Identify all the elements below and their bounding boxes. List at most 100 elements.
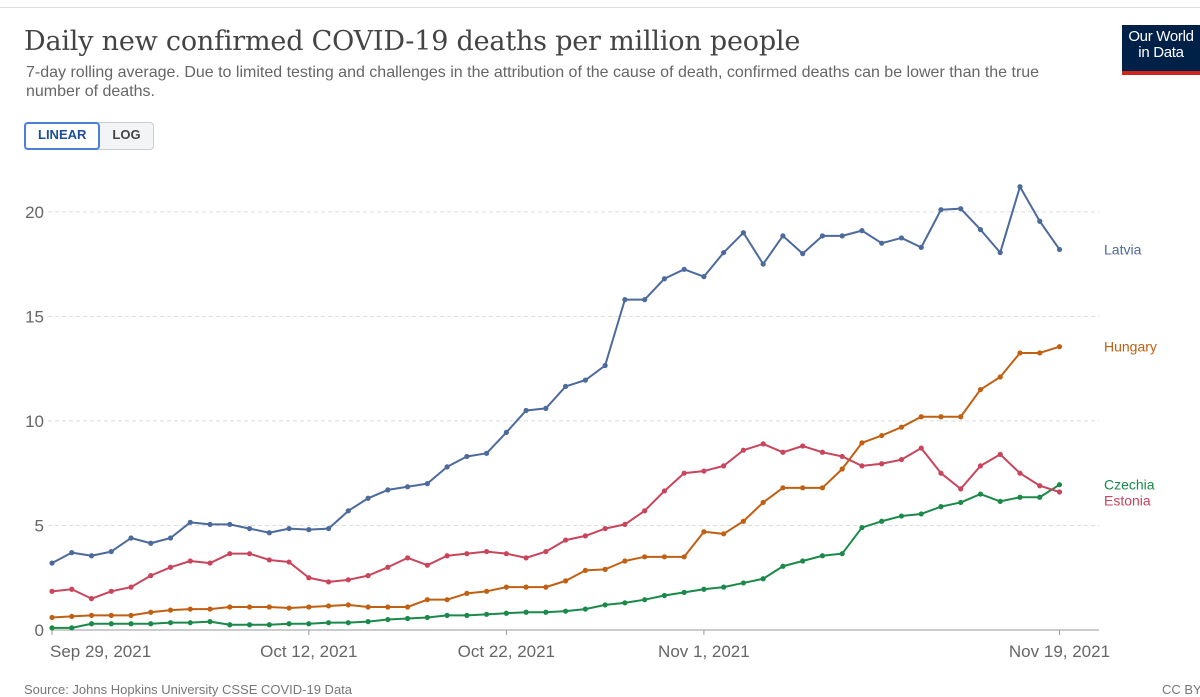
data-point-czechia-31 (661, 592, 668, 599)
logo-line-2: in Data (1138, 44, 1184, 61)
data-point-hungary-7 (187, 606, 193, 612)
data-point-czechia-44 (918, 511, 924, 517)
source-note: Source: Johns Hopkins University CSSE CO… (24, 682, 353, 697)
data-point-czechia-43 (898, 513, 905, 519)
data-point-hungary-19 (424, 597, 430, 603)
data-point-latvia-16 (365, 495, 371, 501)
data-point-hungary-41 (859, 440, 865, 446)
data-point-czechia-23 (503, 610, 509, 616)
series-line-hungary (51, 345, 1060, 619)
data-point-hungary-12 (286, 605, 292, 611)
data-point-latvia-38 (800, 251, 806, 257)
data-point-latvia-18 (404, 484, 411, 490)
series-label-latvia: Latvia (1104, 241, 1142, 257)
data-point-czechia-8 (207, 619, 213, 625)
data-point-estonia-8 (207, 560, 213, 566)
data-point-latvia-14 (325, 525, 332, 532)
data-point-czechia-38 (800, 558, 806, 564)
data-point-latvia-7 (187, 519, 193, 525)
data-point-hungary-43 (898, 424, 905, 430)
data-point-estonia-14 (325, 579, 332, 585)
data-point-czechia-47 (977, 491, 984, 497)
data-point-czechia-37 (780, 563, 786, 569)
data-point-hungary-15 (345, 602, 351, 608)
data-point-estonia-19 (424, 562, 430, 568)
data-point-latvia-28 (602, 362, 608, 369)
data-point-estonia-3 (108, 588, 114, 594)
data-point-hungary-48 (997, 374, 1003, 380)
data-point-estonia-22 (484, 548, 490, 555)
data-point-latvia-39 (819, 233, 826, 239)
y-tick-label-10: 10 (25, 412, 44, 431)
owid-logo[interactable]: Our World in Data (1122, 25, 1200, 75)
log-scale-button[interactable]: LOG (112, 127, 141, 142)
data-point-czechia-1 (69, 625, 75, 631)
data-point-estonia-25 (543, 548, 549, 555)
data-point-estonia-51 (1056, 489, 1063, 495)
data-point-latvia-13 (306, 527, 312, 533)
data-point-hungary-45 (938, 414, 944, 420)
data-point-czechia-28 (602, 602, 608, 608)
data-point-latvia-33 (701, 274, 707, 280)
data-point-estonia-46 (958, 486, 964, 492)
data-point-estonia-20 (444, 553, 450, 559)
data-point-latvia-4 (128, 535, 134, 541)
data-point-czechia-15 (345, 620, 351, 626)
x-tick-label-2: Oct 22, 2021 (458, 642, 555, 661)
data-point-estonia-37 (780, 449, 786, 455)
data-point-czechia-41 (859, 524, 865, 531)
data-point-latvia-40 (839, 233, 845, 239)
data-point-hungary-30 (642, 554, 648, 560)
data-point-hungary-14 (325, 603, 332, 609)
data-point-czechia-29 (622, 600, 628, 606)
data-point-estonia-50 (1037, 483, 1043, 489)
data-point-latvia-30 (642, 297, 648, 303)
data-point-latvia-26 (563, 383, 569, 390)
data-point-estonia-6 (167, 564, 174, 570)
data-point-hungary-10 (246, 604, 253, 610)
data-point-estonia-34 (721, 463, 727, 469)
data-point-hungary-6 (167, 607, 174, 613)
data-point-czechia-6 (167, 620, 174, 626)
data-point-estonia-23 (503, 551, 509, 557)
data-point-estonia-17 (385, 564, 391, 570)
series-line-latvia (51, 185, 1061, 564)
x-tick-label-1: Oct 12, 2021 (260, 642, 357, 661)
y-tick-label-5: 5 (35, 516, 44, 535)
data-point-estonia-31 (661, 488, 668, 494)
data-point-hungary-16 (365, 604, 371, 610)
data-point-hungary-31 (661, 554, 668, 560)
data-point-hungary-11 (266, 604, 272, 610)
linear-scale-button[interactable]: LINEAR (24, 122, 101, 150)
data-point-czechia-40 (839, 551, 845, 557)
data-point-czechia-9 (227, 622, 233, 628)
data-point-estonia-44 (918, 445, 924, 451)
series-label-estonia: Estonia (1104, 493, 1151, 509)
data-point-czechia-21 (464, 612, 470, 618)
data-point-estonia-47 (977, 463, 984, 469)
data-point-czechia-12 (286, 621, 292, 627)
data-point-czechia-22 (484, 611, 490, 617)
data-point-czechia-34 (721, 584, 727, 590)
data-point-latvia-15 (345, 508, 351, 514)
data-point-latvia-9 (227, 521, 233, 528)
data-point-estonia-18 (404, 555, 411, 561)
data-point-hungary-40 (839, 466, 845, 472)
data-point-estonia-11 (266, 557, 272, 563)
series-label-hungary: Hungary (1104, 339, 1157, 355)
license-note: CC BY (1162, 682, 1200, 697)
data-point-hungary-20 (444, 597, 450, 603)
data-point-estonia-38 (800, 443, 806, 449)
data-point-hungary-1 (69, 613, 75, 620)
data-point-hungary-34 (721, 531, 727, 537)
data-point-hungary-4 (128, 612, 134, 618)
data-point-estonia-33 (701, 468, 707, 474)
data-point-latvia-8 (207, 521, 213, 528)
data-point-estonia-32 (681, 470, 687, 476)
data-point-estonia-36 (760, 441, 766, 447)
data-point-hungary-13 (306, 604, 312, 610)
y-tick-label-15: 15 (25, 307, 44, 326)
data-point-estonia-1 (69, 586, 75, 592)
data-point-czechia-25 (543, 609, 549, 615)
data-point-estonia-16 (365, 573, 371, 579)
